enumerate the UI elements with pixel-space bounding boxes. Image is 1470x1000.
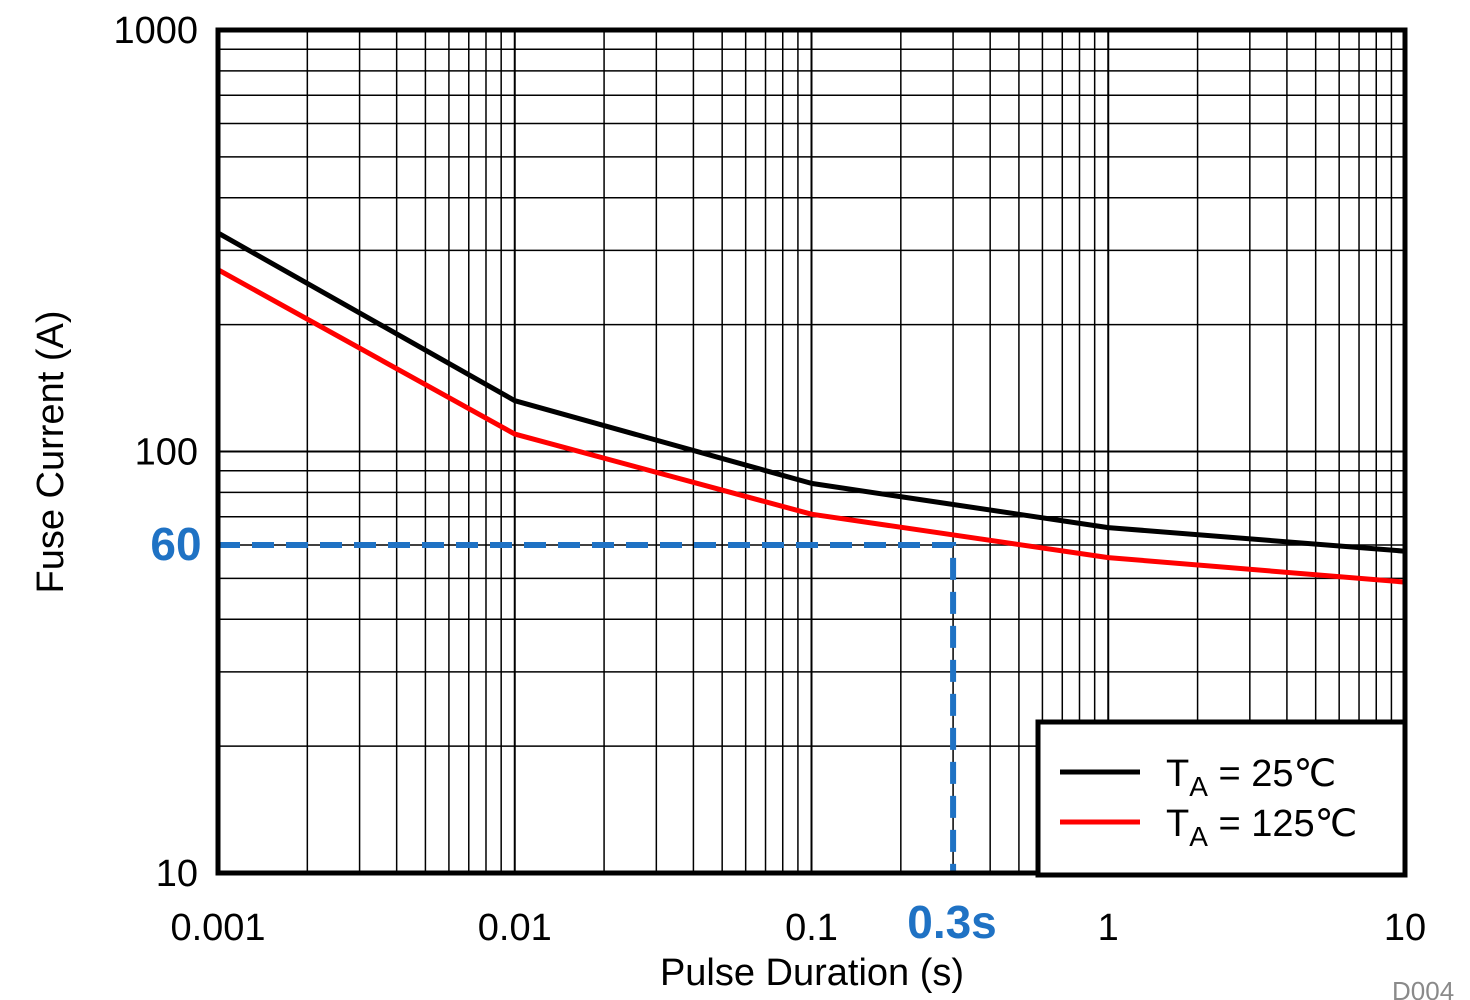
- annotation-lines: [218, 542, 957, 873]
- annotation-guide-dashed: [218, 542, 957, 873]
- annotation-60-label: 60: [150, 518, 201, 570]
- y-tick-label: 1000: [113, 10, 198, 52]
- series-line-0: [216, 230, 1406, 554]
- x-tick-labels: 0.001 0.01 0.1 1 10: [170, 907, 1426, 949]
- figure-id-watermark: D004: [1392, 976, 1454, 1000]
- y-axis-label: Fuse Current (A): [30, 311, 72, 594]
- y-tick-label: 10: [156, 853, 198, 895]
- x-tick-label: 0.001: [170, 907, 265, 949]
- x-tick-label: 10: [1384, 907, 1426, 949]
- x-tick-label: 0.01: [478, 907, 552, 949]
- series-line-1: [216, 267, 1406, 585]
- x-tick-label: 1: [1098, 907, 1119, 949]
- x-tick-label: 0.1: [785, 907, 838, 949]
- x-axis-label: Pulse Duration (s): [660, 952, 964, 994]
- y-tick-label: 100: [135, 432, 198, 474]
- legend-label-25c: TA = 25℃: [1166, 753, 1336, 802]
- legend: TA = 25℃ TA = 125℃: [1035, 719, 1408, 878]
- legend-box: [1035, 719, 1408, 878]
- y-tick-labels: 10 100 1000: [113, 10, 198, 895]
- series-group: [216, 230, 1406, 585]
- legend-label-125c: TA = 125℃: [1166, 803, 1357, 852]
- plot-frame: [215, 27, 1408, 876]
- annotation-0.3s-label: 0.3s: [907, 896, 997, 948]
